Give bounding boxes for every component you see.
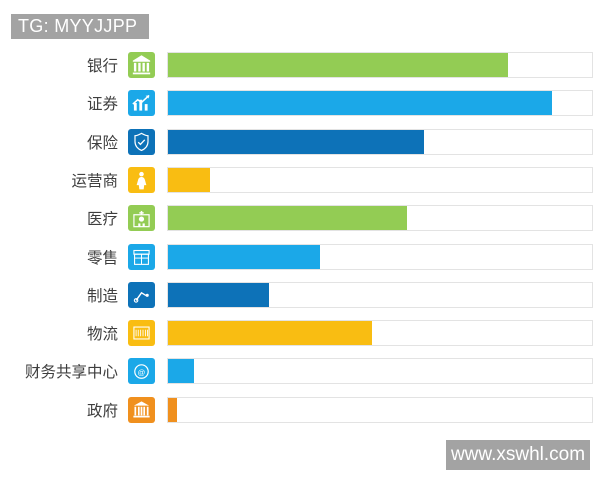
svg-text:@: @ (138, 368, 146, 377)
